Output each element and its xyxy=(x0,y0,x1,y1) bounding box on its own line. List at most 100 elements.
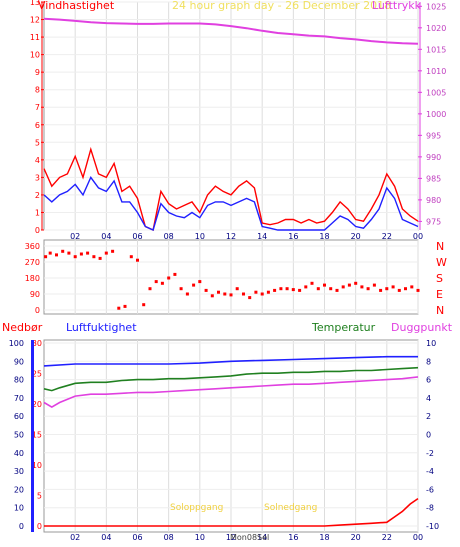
humidity-ticks: 0 5 10 15 20 25 30 xyxy=(32,339,42,531)
temperature-ticks: 10 8 6 4 2 0 -2 -4 -6 -8 -10 xyxy=(426,339,439,531)
direction-point xyxy=(404,287,407,291)
wind-x-tick: 20 xyxy=(351,232,361,241)
temperature-label: Temperatur xyxy=(311,321,376,334)
precip-y-tick: 70 xyxy=(14,394,24,403)
dewpoint-label: Duggpunkt xyxy=(391,321,453,334)
pressure-y-tick: 985 xyxy=(426,174,441,183)
compass-letter: W xyxy=(436,256,447,269)
precip-ticks: 0 10 20 30 40 50 60 70 80 90 100 xyxy=(9,339,24,531)
direction-point xyxy=(354,281,358,285)
direction-points xyxy=(44,249,420,310)
direction-point xyxy=(142,303,146,307)
compass-letter: N xyxy=(436,304,444,317)
climate-x-tick: 20 xyxy=(351,533,361,542)
series-line-nedbør xyxy=(44,497,419,527)
direction-point xyxy=(242,292,245,296)
direction-point xyxy=(341,285,345,289)
humidity-y-tick: 30 xyxy=(32,339,42,348)
direction-point xyxy=(298,288,302,292)
wind-y-tick: 10 xyxy=(30,51,40,60)
precip-y-tick: 0 xyxy=(19,522,24,531)
temperature-y-tick: -4 xyxy=(426,467,434,476)
wind-y-tick: 6 xyxy=(35,121,40,130)
direction-point xyxy=(360,285,364,289)
climate-x-tick: 00 xyxy=(413,533,423,542)
precip-y-tick: 10 xyxy=(14,504,24,513)
direction-point xyxy=(248,296,252,300)
climate-x-tick: 04 xyxy=(101,533,111,542)
wind-x-tick: 02 xyxy=(70,232,80,241)
series-line-duggpunkt xyxy=(43,376,419,409)
wind-x-ticks: 02 04 06 08 10 12 14 16 18 20 22 00 xyxy=(70,232,423,241)
humidity-y-tick: 10 xyxy=(32,461,42,470)
temperature-y-tick: 0 xyxy=(426,431,431,440)
precip-y-tick: 50 xyxy=(14,431,24,440)
pressure-y-tick: 975 xyxy=(426,217,441,226)
wind-x-tick: 04 xyxy=(101,232,111,241)
direction-point xyxy=(316,287,320,291)
direction-point xyxy=(129,255,133,259)
wind-y-tick: 13 xyxy=(30,0,40,7)
direction-point xyxy=(136,258,139,262)
direction-point xyxy=(229,293,233,297)
direction-point xyxy=(48,251,52,255)
direction-point xyxy=(111,249,115,253)
humidity-y-tick: 0 xyxy=(37,522,42,531)
direction-point xyxy=(167,276,171,280)
direction-point xyxy=(117,306,121,310)
direction-point xyxy=(73,255,77,259)
pressure-y-tick: 990 xyxy=(426,153,441,162)
pressure-label: Lufttrykk xyxy=(372,0,422,12)
direction-point xyxy=(92,255,96,259)
direction-point xyxy=(304,285,308,289)
climate-x-tick: 06 xyxy=(132,533,142,542)
wind-speed-label: Vindhastighet xyxy=(38,0,115,12)
wind-x-tick: 10 xyxy=(195,232,205,241)
wind-y-tick: 8 xyxy=(35,86,40,95)
compass-letter: S xyxy=(436,272,443,285)
precip-y-tick: 20 xyxy=(14,485,24,494)
direction-point xyxy=(235,287,239,291)
direction-point xyxy=(160,281,164,285)
sunrise-label: Soloppgang xyxy=(170,503,223,513)
direction-point xyxy=(61,249,65,253)
precip-y-tick: 90 xyxy=(14,357,24,366)
precip-y-tick: 100 xyxy=(9,339,24,348)
climate-x-ticks: 02 04 06 08 10 12 14 16 18 20 22 00 xyxy=(70,533,423,542)
wind-x-tick: 08 xyxy=(164,232,174,241)
wind-y-tick: 3 xyxy=(35,173,40,182)
wind-y-tick: 12 xyxy=(30,16,40,25)
climate-x-tick: 08 xyxy=(164,533,174,542)
direction-point xyxy=(192,283,196,287)
direction-point xyxy=(217,290,220,294)
direction-point xyxy=(210,294,214,298)
climate-x-tick: 22 xyxy=(382,533,392,542)
pressure-right-ticks: 975 980 985 990 995 1000 1005 1010 1015 1020 1025 xyxy=(418,2,446,230)
direction-point xyxy=(223,292,227,296)
climate-x-tick: 10 xyxy=(195,533,205,542)
pressure-y-tick: 1015 xyxy=(426,45,446,54)
wind-x-tick: 06 xyxy=(132,232,142,241)
direction-point xyxy=(372,283,376,287)
temperature-y-tick: 10 xyxy=(426,339,436,348)
direction-y-tick: 270 xyxy=(25,258,40,267)
direction-point xyxy=(385,287,389,291)
direction-point xyxy=(98,256,102,260)
climate-lines xyxy=(43,355,419,527)
direction-point xyxy=(379,288,383,292)
direction-point xyxy=(266,290,270,294)
temperature-y-tick: -6 xyxy=(426,485,434,494)
precip-y-tick: 30 xyxy=(14,467,24,476)
wind-x-tick: 12 xyxy=(226,232,236,241)
temperature-y-tick: 4 xyxy=(426,394,431,403)
precip-y-tick: 60 xyxy=(14,412,24,421)
sunset-label: Solnedgang xyxy=(264,503,317,513)
wind-y-tick: 1 xyxy=(35,208,40,217)
direction-point xyxy=(310,281,314,285)
direction-point xyxy=(44,255,48,259)
climate-x-tick: 14 xyxy=(257,533,267,542)
wind-lines xyxy=(43,17,419,231)
direction-point xyxy=(335,288,339,292)
